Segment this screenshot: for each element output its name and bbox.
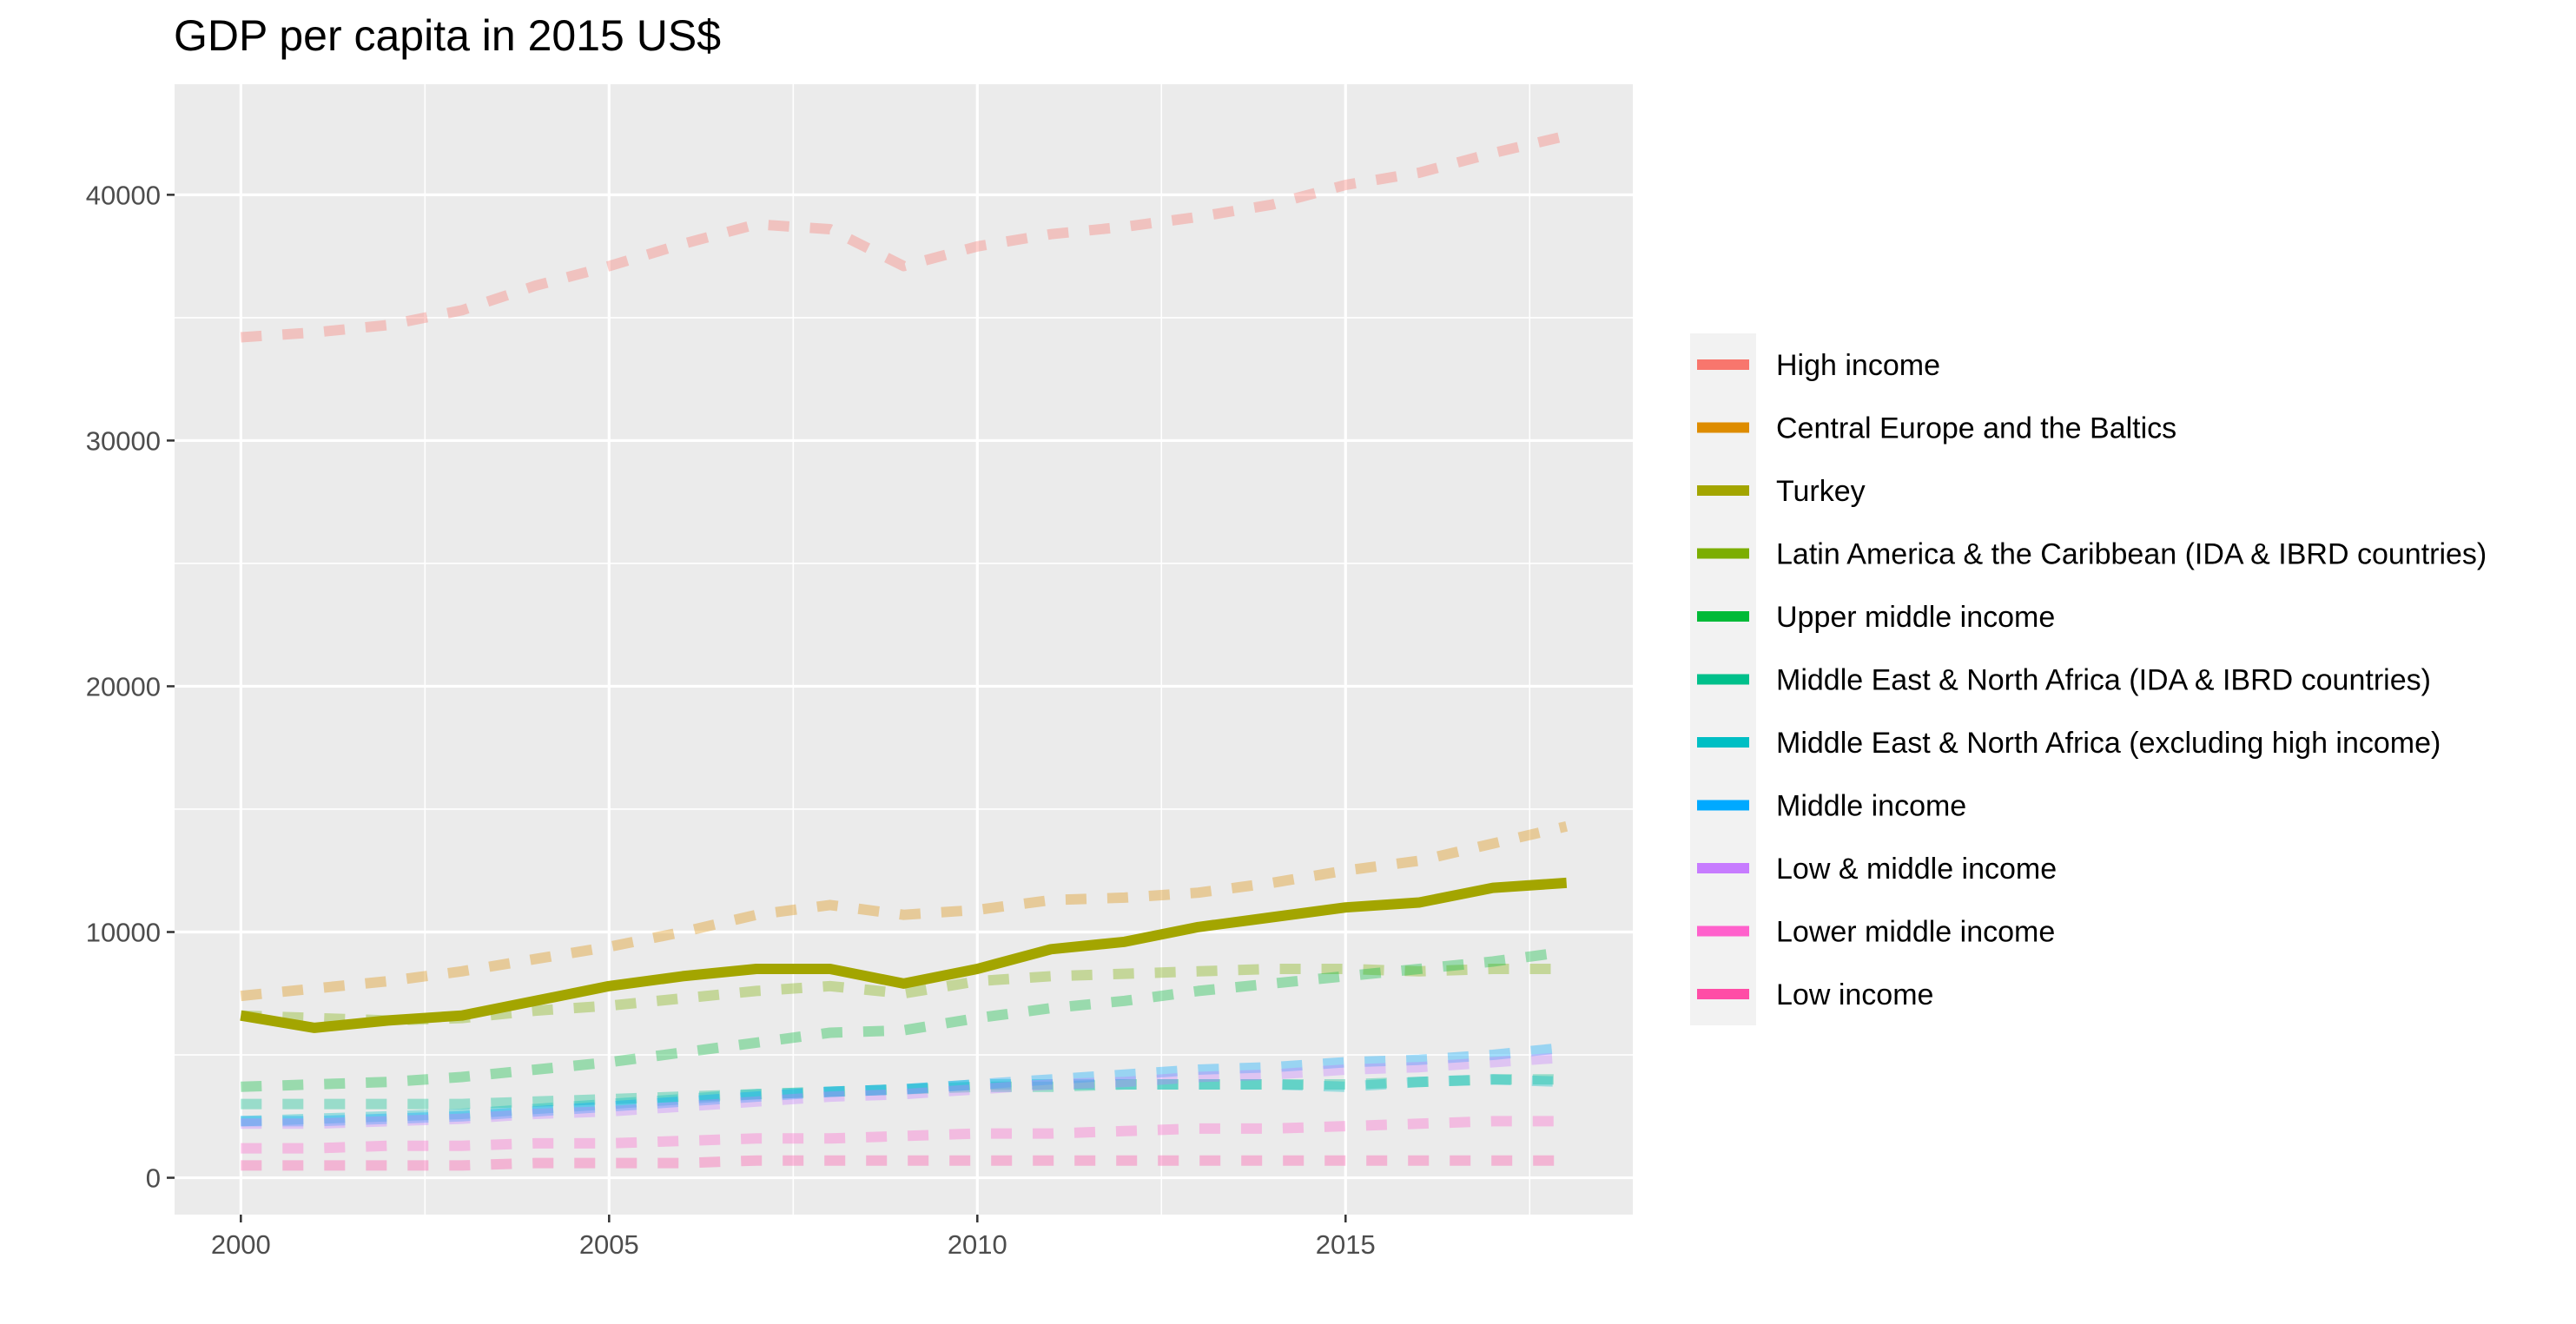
legend-label: Central Europe and the Baltics xyxy=(1776,412,2176,445)
series-line-low-income xyxy=(241,1155,1567,1171)
x-tick-label: 2010 xyxy=(948,1229,1007,1260)
series-line-middle-income xyxy=(241,1042,1568,1127)
legend-label: Low income xyxy=(1776,978,1933,1011)
y-tick-label: 40000 xyxy=(86,180,161,210)
series-line-low-middle-income xyxy=(241,1051,1568,1130)
x-tick-label: 2005 xyxy=(579,1229,639,1260)
legend-label: Lower middle income xyxy=(1776,916,2055,949)
series-line-middle-east-north-africa-excluding-high-income xyxy=(241,1074,1567,1127)
legend-label: Low & middle income xyxy=(1776,853,2057,886)
legend: High income Central Europe and the Baltic… xyxy=(1697,349,2487,1011)
legend-label: Middle East & North Africa (excluding hi… xyxy=(1776,727,2441,760)
series-line-upper-middle-income xyxy=(241,946,1568,1092)
series-line-lower-middle-income xyxy=(241,1116,1567,1154)
x-tick-label: 2015 xyxy=(1316,1229,1376,1260)
grid-lines xyxy=(175,84,1633,1215)
y-tick-label: 0 xyxy=(146,1163,161,1194)
series-line-turkey xyxy=(240,877,1568,1033)
legend-label: Turkey xyxy=(1776,475,1866,508)
y-tick-label: 30000 xyxy=(86,425,161,456)
chart-title: GDP per capita in 2015 US$ xyxy=(174,11,721,60)
plot-panel xyxy=(175,84,1633,1215)
legend-label: Middle income xyxy=(1776,790,1966,823)
legend-label: Middle East & North Africa (IDA & IBRD c… xyxy=(1776,664,2431,697)
y-tick-label: 10000 xyxy=(86,918,161,948)
highlighted-series xyxy=(240,877,1568,1033)
legend-label: Upper middle income xyxy=(1776,601,2055,634)
series-line-central-europe-and-the-baltics xyxy=(240,820,1569,1002)
series-line-middle-east-north-africa-ida-ibrd-countries xyxy=(241,1074,1567,1110)
y-tick-label: 20000 xyxy=(86,671,161,702)
series-line-high-income xyxy=(240,130,1569,343)
legend-label: High income xyxy=(1776,349,1940,382)
legend-label: Latin America & the Caribbean (IDA & IBR… xyxy=(1776,538,2487,571)
axes: 0 10000 20000 30000 40000 2000 2005 2010 2015 xyxy=(86,180,1376,1260)
x-tick-label: 2000 xyxy=(211,1229,271,1260)
